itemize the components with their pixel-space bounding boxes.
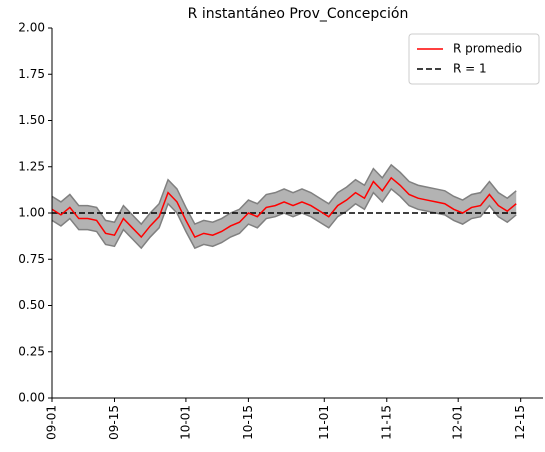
x-tick-label: 11-15 (379, 405, 393, 440)
x-tick-label: 10-15 (241, 405, 255, 440)
x-tick-label: 10-01 (178, 405, 192, 440)
y-tick-label: 1.50 (18, 113, 45, 127)
y-tick-label: 1.75 (18, 67, 45, 81)
band-upper (51, 163, 517, 226)
confidence-band (52, 164, 517, 249)
x-tick-label: 12-15 (513, 405, 527, 440)
chart-title: R instantáneo Prov_Concepción (188, 6, 409, 22)
series-line (51, 176, 517, 239)
x-tick-label: 09-01 (45, 405, 59, 440)
x-tick-label: 09-15 (107, 405, 121, 440)
y-tick-label: 0.00 (18, 391, 45, 405)
legend-label: R promedio (453, 42, 522, 56)
legend: R promedio R = 1 (408, 33, 540, 85)
y-tick-label: 0.75 (18, 252, 45, 266)
y-tick-label: 2.00 (18, 21, 45, 35)
y-tick-label: 0.25 (18, 344, 45, 358)
x-tick-label: 11-01 (317, 405, 331, 440)
y-tick-label: 1.00 (18, 206, 45, 220)
y-tick-label: 0.50 (18, 298, 45, 312)
band-lower (51, 187, 517, 250)
x-tick-label: 12-01 (451, 405, 465, 440)
legend-label: R = 1 (453, 62, 487, 76)
legend-box (408, 33, 540, 85)
y-tick-label: 1.25 (18, 159, 45, 173)
